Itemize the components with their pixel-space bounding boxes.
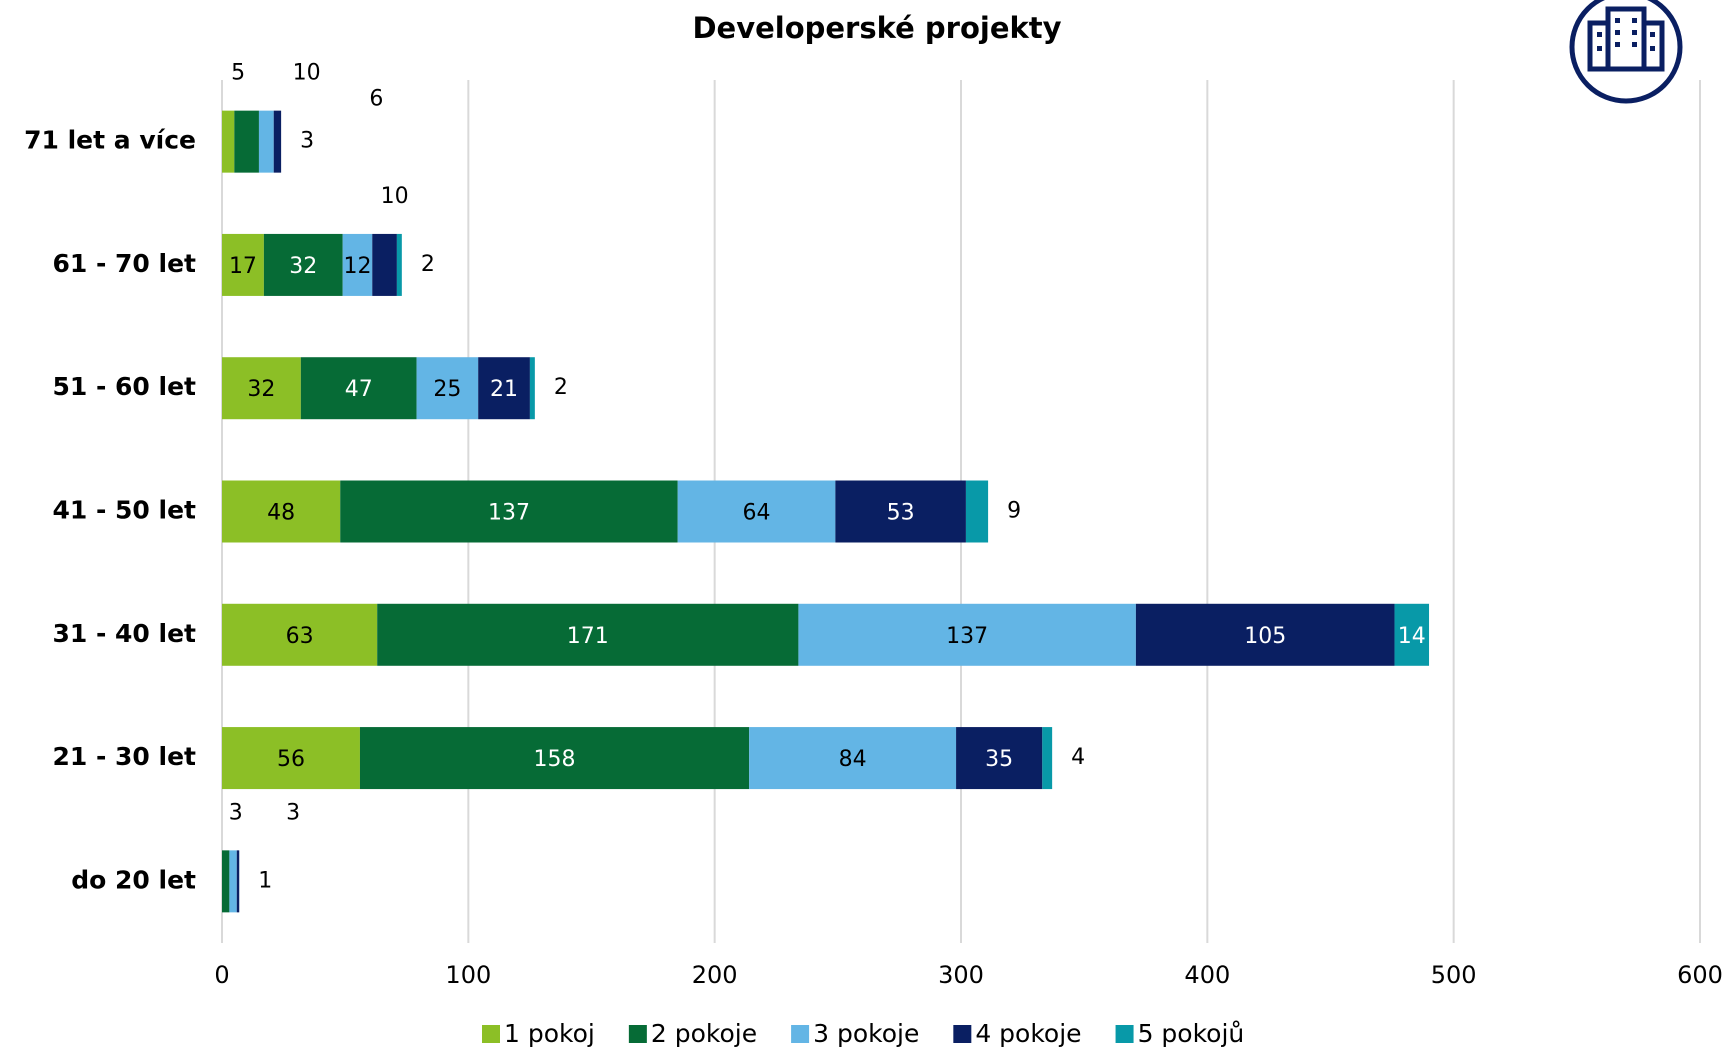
x-tick-label: 200 xyxy=(692,961,738,989)
data-label: 64 xyxy=(743,501,771,526)
data-label: 6 xyxy=(369,87,383,112)
bar-segment xyxy=(222,603,378,666)
data-label: 3 xyxy=(229,800,243,825)
bar-segment xyxy=(340,480,678,543)
data-label: 48 xyxy=(267,501,295,526)
data-label: 14 xyxy=(1398,624,1426,649)
legend-label: 3 pokoje xyxy=(813,1019,919,1048)
bar-segment xyxy=(956,727,1043,790)
bar-segment xyxy=(236,850,240,913)
data-label: 171 xyxy=(567,624,609,649)
bar-segment xyxy=(798,603,1136,666)
x-tick-label: 0 xyxy=(214,961,229,989)
bar-segment xyxy=(234,110,259,173)
data-label: 2 xyxy=(421,252,435,277)
bar-segment xyxy=(965,480,989,543)
legend-swatch xyxy=(482,1025,500,1043)
bar-segment xyxy=(529,357,535,420)
data-label: 137 xyxy=(946,624,988,649)
data-label: 32 xyxy=(289,254,317,279)
x-tick-label: 100 xyxy=(445,961,491,989)
x-tick-label: 400 xyxy=(1184,961,1230,989)
data-label: 32 xyxy=(247,377,275,402)
data-label: 3 xyxy=(286,800,300,825)
bar-segment xyxy=(263,233,343,296)
data-label: 137 xyxy=(488,501,530,526)
bar-segment xyxy=(258,110,274,173)
legend-label: 2 pokoje xyxy=(651,1019,757,1048)
bar-segment xyxy=(372,233,397,296)
data-label: 5 xyxy=(231,61,245,86)
y-tick-label: 41 - 50 let xyxy=(52,496,196,525)
x-tick-label: 600 xyxy=(1677,961,1723,989)
data-label: 10 xyxy=(293,61,321,86)
chart-title: Developerské projekty xyxy=(692,11,1061,45)
bar-segment xyxy=(222,110,235,173)
bar-segment xyxy=(222,233,264,296)
bar-segment xyxy=(1135,603,1395,666)
bar-segment xyxy=(416,357,479,420)
x-tick-label: 300 xyxy=(938,961,984,989)
data-label: 56 xyxy=(277,747,305,772)
bar-segment xyxy=(1394,603,1430,666)
bar-segment xyxy=(222,357,301,420)
data-label: 10 xyxy=(381,184,409,209)
data-label: 1 xyxy=(258,868,272,893)
data-label: 4 xyxy=(1071,745,1085,770)
legend-swatch xyxy=(953,1025,972,1043)
bar-segment xyxy=(229,850,237,913)
bar-segment xyxy=(396,233,402,296)
y-tick-label: do 20 let xyxy=(71,865,196,894)
data-label: 12 xyxy=(343,254,371,279)
y-tick-label: 31 - 40 let xyxy=(52,619,196,648)
legend-swatch xyxy=(1115,1025,1134,1043)
bar-segment xyxy=(222,727,360,790)
bar-segment xyxy=(377,603,799,666)
y-tick-label: 21 - 30 let xyxy=(52,742,196,771)
y-tick-label: 61 - 70 let xyxy=(52,249,196,278)
y-tick-label: 71 let a více xyxy=(24,126,196,155)
data-label: 84 xyxy=(839,747,867,772)
legend-swatch xyxy=(628,1025,647,1043)
bar-segment xyxy=(359,727,750,790)
legend-label: 1 pokoj xyxy=(504,1019,595,1048)
data-label: 3 xyxy=(300,129,314,154)
data-label: 2 xyxy=(554,375,568,400)
bar-segment xyxy=(342,233,373,296)
building-icon xyxy=(1569,0,1683,104)
bar-segment xyxy=(478,357,530,420)
bar-segment xyxy=(273,110,282,173)
x-tick-label: 500 xyxy=(1431,961,1477,989)
legend-swatch xyxy=(791,1025,810,1043)
data-label: 9 xyxy=(1007,499,1021,524)
data-label: 53 xyxy=(887,501,915,526)
bar-segment xyxy=(1042,727,1053,790)
bar-segment xyxy=(677,480,836,543)
data-label: 21 xyxy=(490,377,518,402)
data-label: 158 xyxy=(534,747,576,772)
bar-segment xyxy=(222,850,230,913)
data-label: 105 xyxy=(1244,624,1286,649)
data-label: 63 xyxy=(286,624,314,649)
legend-label: 4 pokoje xyxy=(975,1019,1081,1048)
data-label: 47 xyxy=(345,377,373,402)
data-label: 25 xyxy=(433,377,461,402)
data-label: 35 xyxy=(985,747,1013,772)
data-label: 17 xyxy=(229,254,257,279)
bar-segment xyxy=(749,727,957,790)
bar-segment xyxy=(222,480,341,543)
bar-segment xyxy=(300,357,417,420)
bar-segment xyxy=(835,480,966,543)
legend-label: 5 pokojů xyxy=(1138,1019,1245,1048)
y-tick-label: 51 - 60 let xyxy=(52,372,196,401)
